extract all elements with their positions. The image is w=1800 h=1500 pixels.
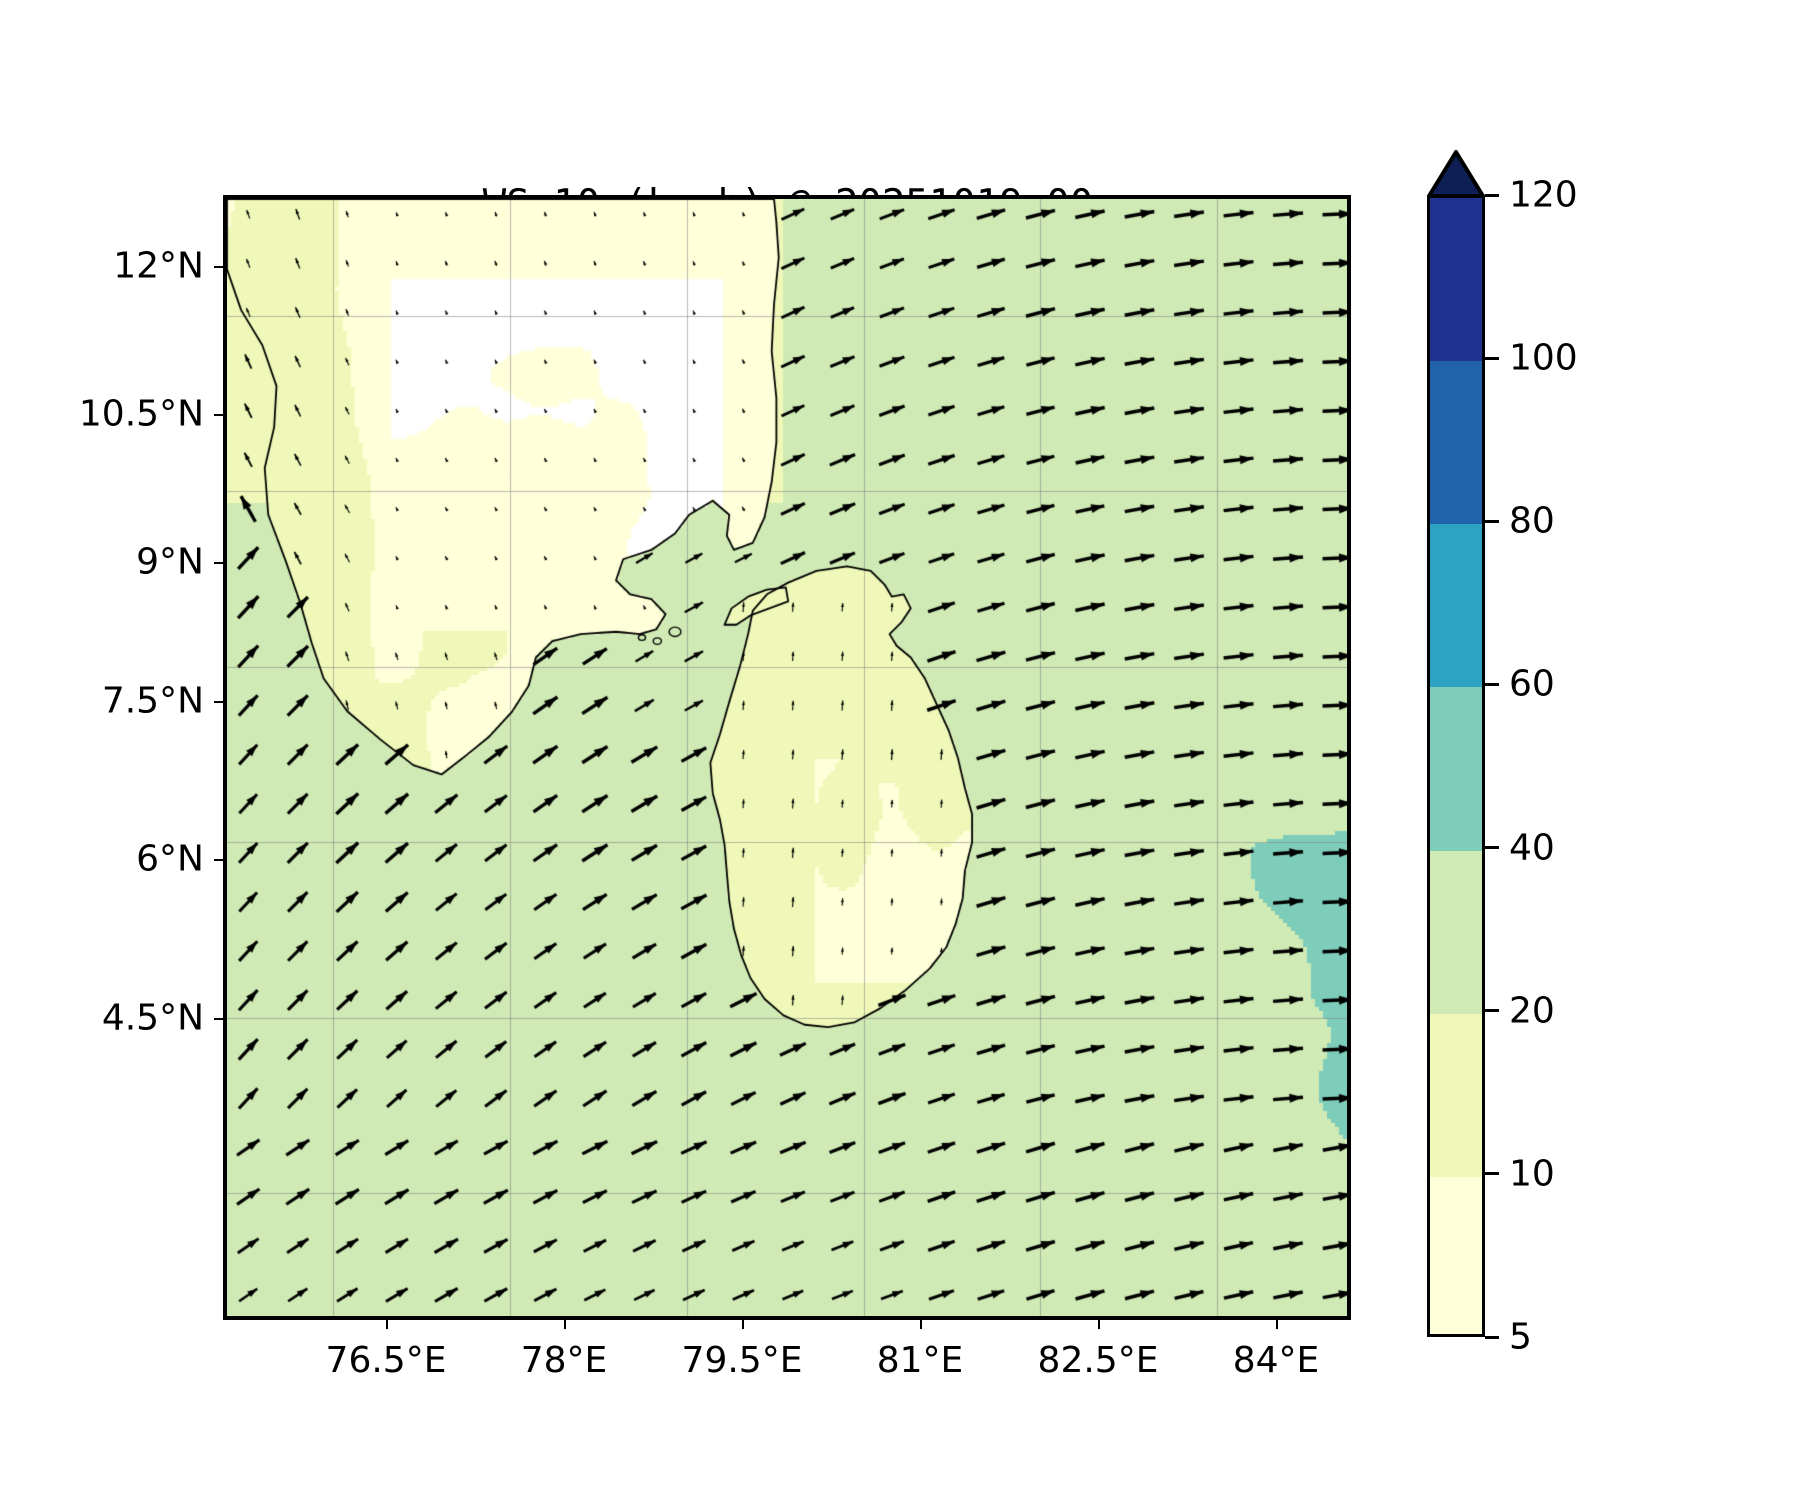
colorbar-tick-mark: [1485, 846, 1499, 850]
colorbar-tick-label: 20: [1509, 990, 1555, 1032]
colorbar-tick-label: 100: [1509, 337, 1578, 379]
colorbar-tick-label: 40: [1509, 827, 1555, 869]
colorbar-tick-label: 120: [1509, 174, 1578, 216]
x-tick-label: 81°E: [876, 1340, 964, 1381]
y-tick-mark: [214, 414, 223, 416]
colorbar-tick-mark: [1485, 1335, 1499, 1339]
colorbar-band: [1430, 198, 1482, 362]
y-tick-label: 6°N: [136, 838, 204, 880]
colorbar-band: [1430, 850, 1482, 1014]
x-tick-label: 76.5°E: [325, 1340, 447, 1381]
y-tick-label: 10.5°N: [78, 393, 204, 435]
colorbar-band: [1430, 361, 1482, 525]
map-axes[interactable]: [223, 195, 1351, 1320]
colorbar-tick-mark: [1485, 519, 1499, 523]
x-tick-mark: [386, 1320, 388, 1329]
y-tick-label: 12°N: [113, 245, 204, 287]
colorbar-tick-mark: [1485, 682, 1499, 686]
x-tick-label: 79.5°E: [681, 1340, 803, 1381]
wind-speed-map: [227, 199, 1347, 1316]
x-tick-mark: [920, 1320, 922, 1329]
colorbar-tick-mark: [1485, 1172, 1499, 1176]
colorbar-extend-max-arrow: [1427, 150, 1485, 198]
y-tick-mark: [214, 266, 223, 268]
colorbar-band: [1430, 524, 1482, 688]
y-tick-mark: [214, 1018, 223, 1020]
colorbar-tick-label: 5: [1509, 1316, 1532, 1358]
colorbar-band: [1430, 1176, 1482, 1334]
y-tick-mark: [214, 859, 223, 861]
y-tick-mark: [214, 562, 223, 564]
x-tick-mark: [742, 1320, 744, 1329]
colorbar-tick-label: 60: [1509, 663, 1555, 705]
colorbar[interactable]: 5 10 20 40 60 80 100 120: [1427, 150, 1597, 1358]
x-tick-mark: [1098, 1320, 1100, 1329]
colorbar-tick-label: 10: [1509, 1153, 1555, 1195]
colorbar-tick-mark: [1485, 356, 1499, 360]
x-tick-label: 82.5°E: [1037, 1340, 1159, 1381]
colorbar-gradient: [1427, 195, 1485, 1337]
x-tick-mark: [564, 1320, 566, 1329]
y-tick-label: 7.5°N: [101, 680, 204, 722]
y-tick-mark: [214, 701, 223, 703]
x-tick-mark: [1276, 1320, 1278, 1329]
colorbar-tick-mark: [1485, 193, 1499, 197]
colorbar-band: [1430, 687, 1482, 851]
y-tick-label: 4.5°N: [101, 997, 204, 1039]
colorbar-band: [1430, 1013, 1482, 1177]
y-tick-label: 9°N: [136, 541, 204, 583]
x-tick-label: 84°E: [1232, 1340, 1320, 1381]
x-tick-label: 78°E: [520, 1340, 608, 1381]
colorbar-tick-label: 80: [1509, 500, 1555, 542]
colorbar-tick-mark: [1485, 1009, 1499, 1013]
